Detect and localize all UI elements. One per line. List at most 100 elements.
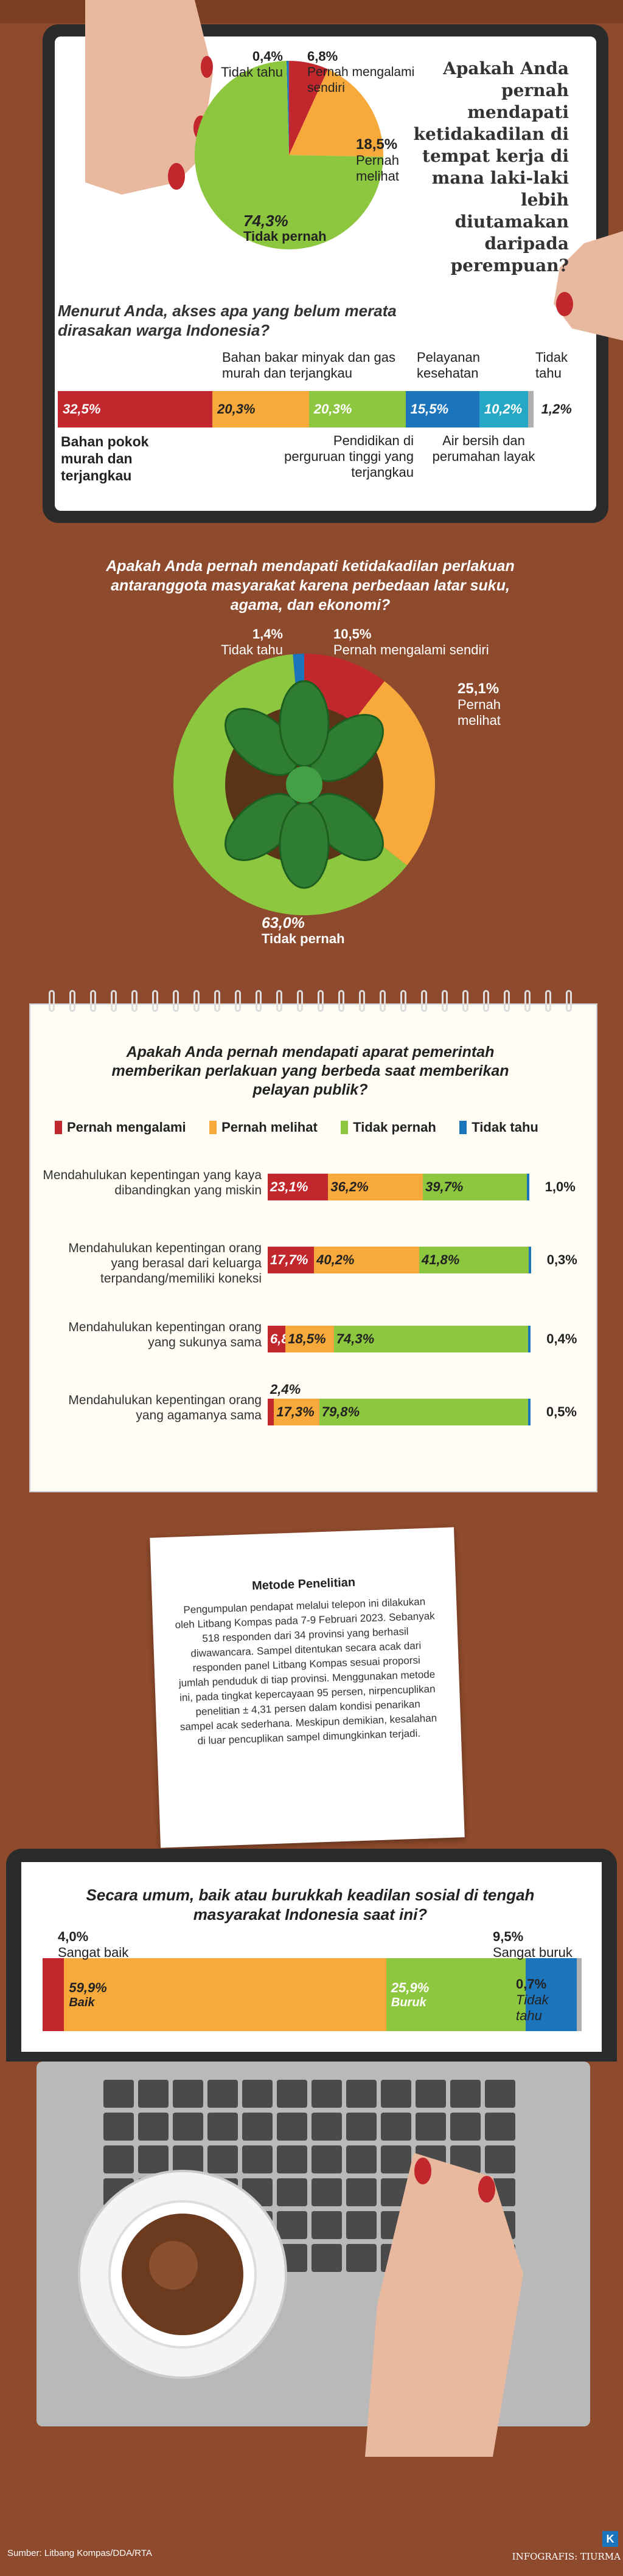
pie1-label-melihat: 18,5% Pernah melihat (356, 136, 399, 184)
legend-swatch (209, 1121, 217, 1135)
bar-value-label: 59,9% (69, 1979, 107, 1995)
keyboard-key (242, 2080, 273, 2108)
pie3-label-mengalami: 10,5% Pernah mengalami sendiri (333, 626, 489, 657)
keyboard-key (416, 2113, 446, 2141)
keyboard-key (103, 2113, 134, 2141)
pie-1-slices (195, 61, 383, 250)
footer-credit: INFOGRAFIS: TIURMA (512, 2551, 621, 2562)
notebook-ring (524, 990, 531, 1012)
bar2-label-kesehatan: Pelayanan kesehatan (417, 350, 480, 381)
keyboard-key (138, 2080, 169, 2108)
notebook-ring (400, 990, 406, 1012)
bar-segment-1 (43, 1958, 64, 2031)
notebook-ring (90, 990, 96, 1012)
bar-value-label: 32,5% (63, 401, 101, 417)
notebook-ring (318, 990, 324, 1012)
kompas-logo: K (602, 2531, 618, 2547)
question-1-title: Apakah Anda pernah mendapati ketidakadil… (413, 58, 569, 275)
bar2-label-bahan-pokok: Bahan pokok murah dan terjangkau (61, 434, 149, 483)
keyboard-key (103, 2080, 134, 2108)
notebook-ring (152, 990, 158, 1012)
keyboard-key (346, 2113, 377, 2141)
method-body: Pengumpulan pendapat melalui telepon ini… (175, 1596, 437, 1747)
pie-slice-3 (289, 69, 383, 157)
bar-value-label: 15,5% (410, 401, 449, 417)
keyboard-key (346, 2145, 377, 2173)
keyboard-key (207, 2145, 238, 2173)
keyboard-key (277, 2178, 307, 2206)
bar-value-label: 10,2% (484, 401, 523, 417)
notebook-ring (297, 990, 303, 1012)
bar-segment-1: 32,5% (58, 391, 213, 428)
bar-segment-2: 20,3% (212, 391, 309, 428)
nail-shape (201, 56, 213, 78)
pie-slice-2 (288, 61, 329, 155)
keyboard-key (485, 2145, 515, 2173)
stacked-bar-2: 32,5% 20,3% 20,3% 15,5% 10,2% 1,2% (58, 391, 575, 428)
legend-swatch (341, 1121, 349, 1135)
donut-chart-3 (173, 654, 435, 915)
bar-value-label: 20,3% (217, 401, 256, 417)
keyboard-key (173, 2113, 203, 2141)
legend-item-melihat: Pernah melihat (209, 1119, 318, 1135)
bar2-label-pendidikan: Pendidikan di perguruan tinggi yang terj… (284, 433, 414, 480)
bar-segment-4 (525, 1958, 577, 2031)
keyboard-key (277, 2080, 307, 2108)
keyboard-key (312, 2211, 342, 2239)
bar-value-label: 25,9% (391, 1979, 430, 1995)
keyboard-key (138, 2145, 169, 2173)
notebook-ring (380, 990, 386, 1012)
coffee-cup-illustration (78, 2170, 287, 2379)
keyboard-key (138, 2113, 169, 2141)
keyboard-key (381, 2145, 411, 2173)
kompas-logo-letter: K (606, 2533, 614, 2545)
keyboard-key (277, 2211, 307, 2239)
nail-shape (556, 292, 573, 316)
notebook-ring (483, 990, 489, 1012)
bar-segment-4: 15,5% (405, 391, 479, 428)
pie1-label-tidak-tahu: 0,4% Tidak tahu (221, 49, 283, 80)
bar-segment-3: 25,9% Buruk (386, 1958, 526, 2031)
bar-segment-5: 10,2% (479, 391, 528, 428)
bar2-label-tidak-tahu: Tidak tahu (535, 350, 568, 381)
notebook-ring (462, 990, 468, 1012)
bar-value-label: 20,3% (313, 401, 352, 417)
keyboard-key (173, 2145, 203, 2173)
bar5-label-sangat-baik: 4,0% Sangat baik (58, 1929, 129, 1960)
keyboard-key (381, 2080, 411, 2108)
question-5-title: Secara umum, baik atau burukkah keadilan… (86, 1886, 535, 1923)
bar-segment-2: 59,9% Baik (64, 1958, 386, 2031)
keyboard-key (312, 2080, 342, 2108)
notebook-ring (173, 990, 179, 1012)
hand-right-illustration (554, 231, 623, 341)
notebook-ring (276, 990, 282, 1012)
notebook-ring (421, 990, 427, 1012)
bar-category-label: Buruk (391, 1995, 426, 2009)
pie1-label-tidak-pernah: 74,3% Tidak pernah (243, 212, 327, 244)
keyboard-key (173, 2080, 203, 2108)
legend-item-mengalami: Pernah mengalami (55, 1119, 186, 1135)
keyboard-key (207, 2113, 238, 2141)
notebook-ring (69, 990, 75, 1012)
keyboard-key (485, 2080, 515, 2108)
keyboard-key (416, 2080, 446, 2108)
method-note-card: Metode Penelitian Pengumpulan pendapat m… (150, 1527, 465, 1848)
nail-shape (168, 163, 185, 190)
notebook-ring (111, 990, 117, 1012)
bar-segment-3: 20,3% (308, 391, 406, 428)
notebook-ring (545, 990, 551, 1012)
legend-swatch (459, 1121, 467, 1135)
hand-shape (554, 231, 623, 341)
pie1-label-mengalami: 6,8% Pernah mengalami sendiri (307, 49, 415, 95)
bar-category-label: Baik (69, 1995, 95, 2009)
notebook-ring (131, 990, 137, 1012)
notebook-ring (235, 990, 241, 1012)
legend-item-tidak-pernah: Tidak pernah (341, 1119, 436, 1135)
notebook-ring (214, 990, 220, 1012)
keyboard-key (381, 2113, 411, 2141)
notebook-ring (256, 990, 262, 1012)
keyboard-key (450, 2080, 481, 2108)
legend-swatch (55, 1121, 62, 1135)
question-4-title: Apakah Anda pernah mendapati aparat peme… (111, 1044, 509, 1098)
bar-segment-5 (576, 1958, 582, 2031)
